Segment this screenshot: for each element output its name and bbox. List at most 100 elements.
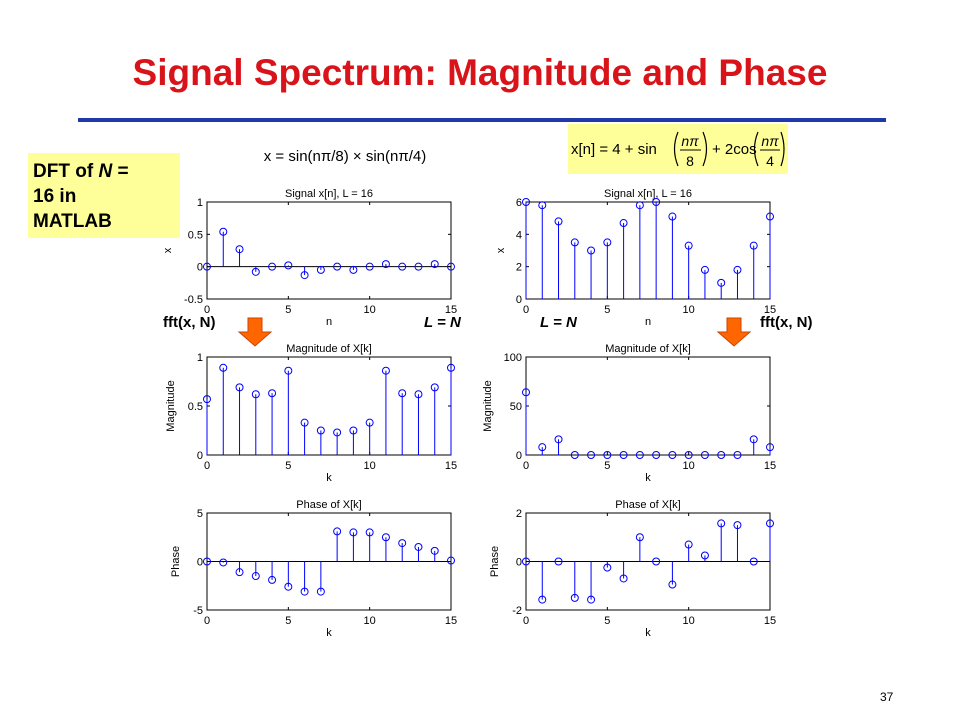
stem-marker bbox=[219, 558, 228, 567]
caption-part-5: /4) bbox=[408, 148, 427, 165]
stem-marker bbox=[733, 451, 742, 459]
y-tick-label: 0 bbox=[516, 557, 522, 569]
stem-marker bbox=[635, 201, 644, 210]
dft-note-box: DFT of N = 16 in MATLAB bbox=[28, 153, 180, 238]
fft-label-right: fft(x, N) bbox=[760, 314, 813, 331]
caption-pi-1: π bbox=[320, 148, 332, 165]
formula-num-1: nπ bbox=[681, 133, 699, 149]
stem-marker bbox=[365, 528, 374, 537]
stem-marker bbox=[717, 451, 726, 459]
stem-marker bbox=[219, 227, 228, 236]
stem-marker bbox=[349, 426, 358, 435]
stem-marker bbox=[268, 389, 277, 398]
stem-marker bbox=[381, 260, 390, 269]
x-axis-label: n bbox=[645, 316, 651, 328]
stem-marker bbox=[251, 572, 260, 581]
stem-marker bbox=[219, 363, 228, 372]
x-tick-label: 5 bbox=[604, 615, 610, 627]
x-axis-label: k bbox=[645, 627, 651, 639]
stem-marker bbox=[635, 451, 644, 459]
fft-label-left: fft(x, N) bbox=[163, 314, 216, 331]
stem-marker bbox=[235, 383, 244, 392]
stem-marker bbox=[349, 528, 358, 537]
stem-marker bbox=[587, 451, 596, 459]
stem-marker bbox=[349, 265, 358, 274]
stem-marker bbox=[603, 451, 612, 459]
x-tick-label: 5 bbox=[285, 304, 291, 316]
x-tick-label: 10 bbox=[364, 460, 376, 472]
axes-box bbox=[525, 356, 771, 456]
stem-marker bbox=[668, 212, 677, 221]
dft-note-line-1: DFT of N = bbox=[33, 159, 180, 184]
y-tick-label: 2 bbox=[516, 262, 522, 274]
stem-marker bbox=[414, 262, 423, 271]
axes-box bbox=[525, 201, 771, 300]
x-tick-label: 0 bbox=[523, 615, 529, 627]
stem-marker bbox=[203, 262, 211, 271]
dft-note-var: N bbox=[98, 161, 113, 182]
stem-marker bbox=[587, 246, 596, 255]
formula-den-2: 4 bbox=[766, 153, 774, 169]
stem-marker bbox=[447, 556, 455, 565]
x-tick-label: 15 bbox=[445, 460, 457, 472]
y-tick-label: 1 bbox=[197, 197, 203, 209]
stem-marker bbox=[235, 245, 244, 254]
x-tick-label: 15 bbox=[445, 304, 457, 316]
y-axis-label: Magnitude bbox=[165, 380, 177, 431]
arrow-right-icon bbox=[716, 317, 752, 347]
stem-marker bbox=[447, 363, 455, 372]
stem-marker bbox=[684, 241, 693, 250]
stem-marker bbox=[684, 540, 693, 549]
x-tick-label: 10 bbox=[683, 615, 695, 627]
stem-marker bbox=[749, 241, 758, 250]
stem-marker bbox=[587, 595, 596, 604]
formula-box: x[n] = 4 + sin nπ 8 + 2cos nπ 4 bbox=[568, 124, 788, 174]
stem-marker bbox=[333, 428, 342, 437]
chart-title: Magnitude of X[k] bbox=[286, 343, 372, 355]
stem-marker bbox=[365, 262, 374, 271]
stem-marker bbox=[268, 575, 277, 584]
stem-marker bbox=[570, 593, 579, 602]
y-tick-label: -5 bbox=[193, 605, 203, 617]
axes-box bbox=[206, 201, 452, 300]
stem-marker bbox=[268, 262, 277, 271]
stem-marker bbox=[619, 219, 628, 228]
axes-box bbox=[206, 356, 452, 456]
stem-marker bbox=[717, 519, 726, 528]
x-tick-label: 0 bbox=[204, 304, 210, 316]
chart-title: Magnitude of X[k] bbox=[605, 343, 691, 355]
y-tick-label: 0 bbox=[197, 450, 203, 462]
chart-title: Signal x[n], L = 16 bbox=[285, 188, 373, 200]
title-underline bbox=[78, 118, 886, 122]
x-tick-label: 0 bbox=[523, 304, 529, 316]
stem-marker bbox=[554, 435, 563, 444]
caption-part-1: x = sin(n bbox=[263, 148, 321, 165]
y-tick-label: 4 bbox=[516, 229, 522, 241]
stem-marker bbox=[619, 451, 628, 459]
stem-marker bbox=[316, 426, 325, 435]
stem-marker bbox=[284, 261, 293, 270]
l-equals-n-left: L = N bbox=[424, 314, 461, 331]
x-axis-label: k bbox=[326, 627, 332, 639]
dft-note-line-2: 16 in bbox=[33, 186, 77, 207]
stem-marker bbox=[619, 574, 628, 583]
x-tick-label: 5 bbox=[604, 460, 610, 472]
x-tick-label: 15 bbox=[764, 615, 776, 627]
y-tick-label: 6 bbox=[516, 197, 522, 209]
stem-marker bbox=[538, 443, 547, 452]
stem-marker bbox=[381, 366, 390, 375]
stem-marker bbox=[284, 366, 293, 375]
x-tick-label: 15 bbox=[764, 460, 776, 472]
formula-paren-open-2 bbox=[753, 131, 759, 167]
stem-marker bbox=[766, 212, 774, 221]
stem-marker bbox=[522, 388, 530, 397]
stem-marker bbox=[700, 451, 709, 459]
y-tick-label: 0 bbox=[516, 294, 522, 306]
stem-marker bbox=[251, 267, 260, 276]
dft-note-line-3: MATLAB bbox=[33, 211, 112, 232]
y-tick-label: 0.5 bbox=[188, 401, 203, 413]
stem-marker bbox=[251, 390, 260, 399]
page-number: 37 bbox=[880, 690, 894, 704]
slide-title: Signal Spectrum: Magnitude and Phase bbox=[132, 52, 828, 93]
stem-marker bbox=[766, 443, 774, 452]
